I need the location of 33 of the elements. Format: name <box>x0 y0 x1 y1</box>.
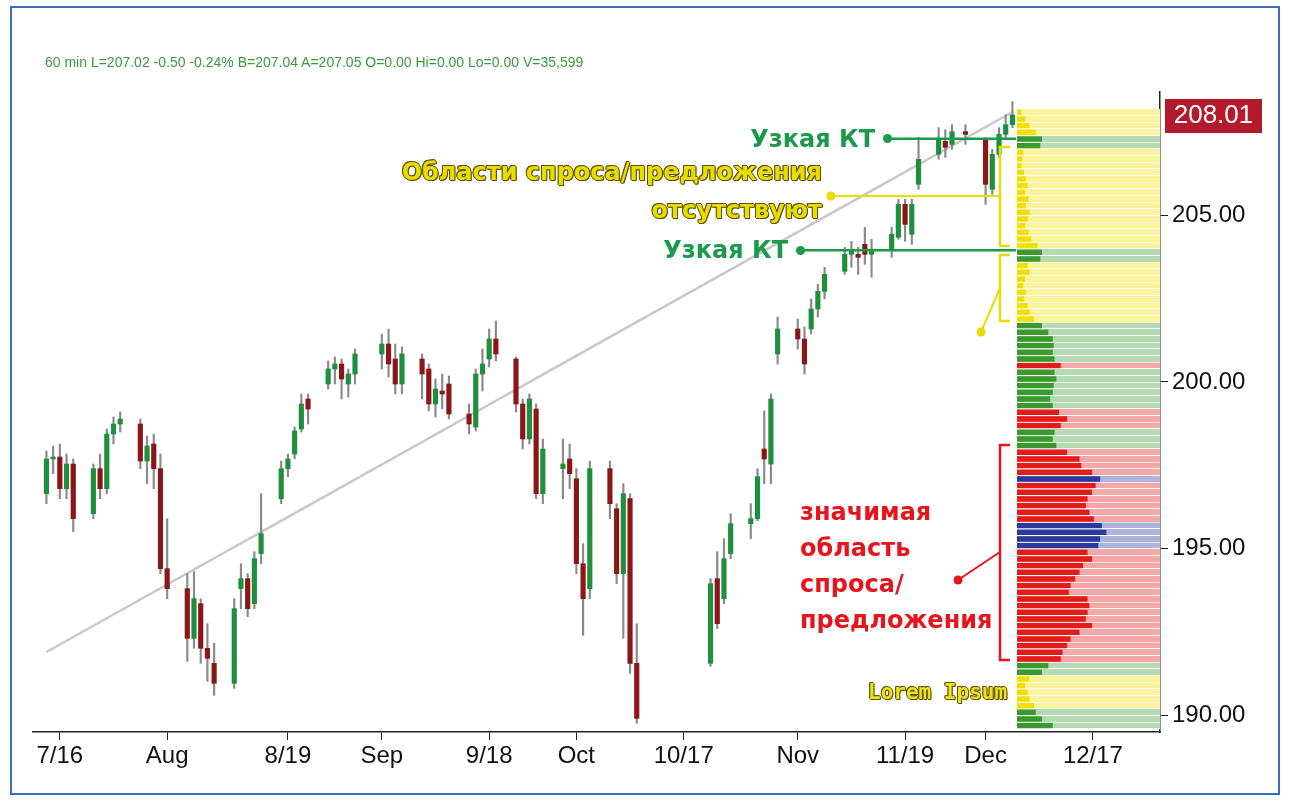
x-tick-label: Dec <box>964 741 1007 769</box>
chart-title: 60 min L=207.02 -0.50 -0.24% B=207.04 A=207.05 O=0.00 Hi=0.00 Lo=0.00 V=35,599 <box>45 54 584 70</box>
bar <box>1017 483 1096 489</box>
annotation: Lorem Ipsum <box>868 680 1008 704</box>
bar <box>1017 523 1102 529</box>
x-tick-label: 10/17 <box>653 741 714 769</box>
bar <box>1017 363 1061 369</box>
y-tick-label: 200.00 <box>1172 366 1246 394</box>
x-tick-label: Nov <box>776 741 820 769</box>
x-tick-label: 9/18 <box>465 741 513 769</box>
bar <box>1017 663 1049 669</box>
x-tick-label: 8/19 <box>264 741 312 769</box>
x-tick-label: Aug <box>145 741 189 769</box>
x-tick-label: 7/16 <box>36 741 84 769</box>
bar <box>1017 476 1101 482</box>
y-tick-label: 205.00 <box>1172 199 1246 227</box>
x-tick-label: Sep <box>360 741 404 769</box>
bar <box>1017 129 1036 135</box>
y-tick-label: 195.00 <box>1172 533 1246 561</box>
x-tick-label: 12/17 <box>1062 741 1123 769</box>
bar <box>1017 263 1028 269</box>
text: 208.01 <box>1165 99 1262 133</box>
ref-line-label: Узкая КТ <box>750 123 875 154</box>
x-tick-label: Oct <box>557 741 596 769</box>
ref-line-label: Узкая КТ <box>663 235 788 266</box>
annotation: значимая область спроса/предложения <box>800 497 994 636</box>
x-tick-label: 11/19 <box>875 741 935 769</box>
bar <box>1017 669 1043 675</box>
bar <box>1017 469 1093 475</box>
annotation: Области спроса/предложения отсутствуют <box>400 157 822 226</box>
candlestick <box>479 348 486 392</box>
y-tick-label: 190.00 <box>1172 699 1246 727</box>
bar <box>1017 323 1043 329</box>
